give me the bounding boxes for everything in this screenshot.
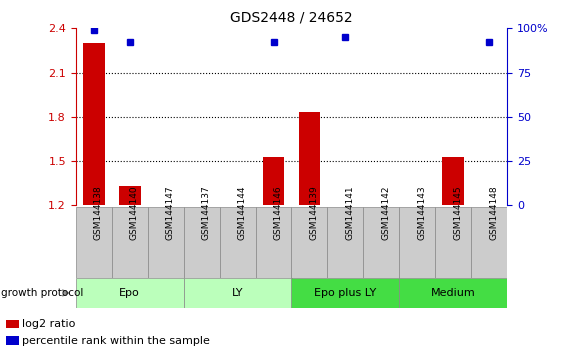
Text: GSM144142: GSM144142 (381, 185, 391, 240)
Text: GSM144138: GSM144138 (94, 185, 103, 240)
Text: GSM144145: GSM144145 (453, 185, 462, 240)
Bar (399, 207, 436, 278)
Text: Epo plus LY: Epo plus LY (314, 288, 377, 298)
Bar (263, 156, 285, 205)
Text: GSM144144: GSM144144 (238, 185, 247, 240)
Bar (292, 278, 399, 308)
Bar (292, 207, 328, 278)
Bar (76, 207, 112, 278)
Bar (220, 207, 255, 278)
Text: GSM144137: GSM144137 (202, 185, 210, 240)
Text: GSM144141: GSM144141 (345, 185, 354, 240)
Text: Medium: Medium (431, 288, 476, 298)
Bar (255, 207, 292, 278)
Bar (363, 207, 399, 278)
Bar (436, 207, 471, 278)
Text: LY: LY (232, 288, 243, 298)
Bar (83, 43, 104, 205)
Bar (147, 207, 184, 278)
Text: GSM144148: GSM144148 (489, 185, 498, 240)
Text: growth protocol: growth protocol (1, 288, 83, 298)
Text: GSM144139: GSM144139 (310, 185, 318, 240)
Bar (298, 113, 320, 205)
Text: log2 ratio: log2 ratio (22, 319, 76, 329)
Bar (471, 207, 507, 278)
Bar (76, 278, 184, 308)
Bar (119, 186, 141, 205)
Bar (184, 278, 292, 308)
Bar (112, 207, 147, 278)
Text: GSM144146: GSM144146 (273, 185, 283, 240)
Text: GSM144143: GSM144143 (417, 185, 426, 240)
Text: GSM144147: GSM144147 (166, 185, 175, 240)
Text: Epo: Epo (120, 288, 140, 298)
Text: percentile rank within the sample: percentile rank within the sample (22, 336, 210, 346)
Text: GDS2448 / 24652: GDS2448 / 24652 (230, 11, 353, 25)
Bar (442, 156, 464, 205)
Bar (328, 207, 363, 278)
Bar (399, 278, 507, 308)
Text: GSM144140: GSM144140 (129, 185, 139, 240)
Bar (184, 207, 220, 278)
